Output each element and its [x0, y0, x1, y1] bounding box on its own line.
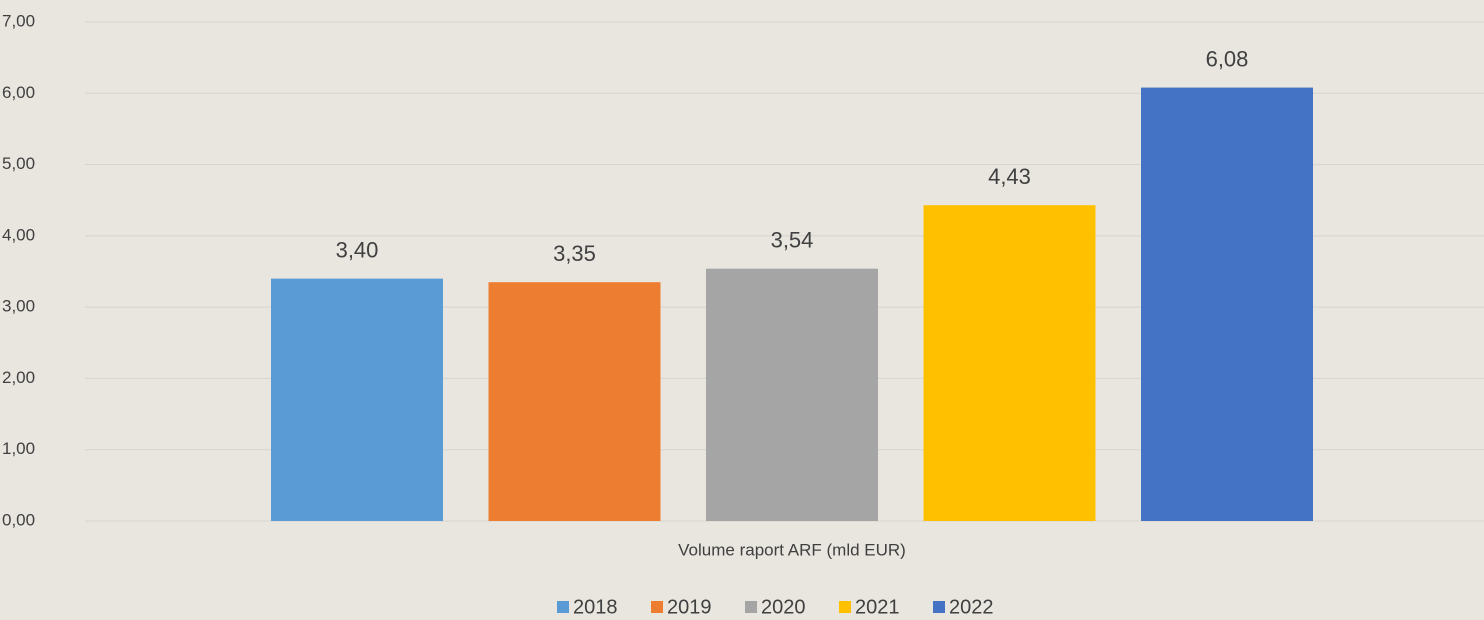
legend-label: 2020: [761, 596, 806, 618]
y-tick-label: 3,00: [2, 297, 35, 316]
legend-swatch: [933, 601, 945, 613]
data-label: 4,43: [988, 164, 1031, 189]
legend-label: 2019: [667, 596, 712, 618]
data-label: 6,08: [1206, 46, 1249, 71]
data-label: 3,54: [771, 227, 814, 252]
bar: [271, 278, 443, 521]
data-label: 3,40: [336, 237, 379, 262]
legend-swatch: [557, 601, 569, 613]
legend-label: 2021: [855, 596, 900, 618]
y-tick-label: 6,00: [2, 83, 35, 102]
y-tick-label: 7,00: [2, 11, 35, 30]
y-tick-label: 5,00: [2, 154, 35, 173]
bar: [488, 282, 661, 521]
legend-swatch: [651, 601, 663, 613]
bar: [706, 268, 878, 521]
bar: [923, 205, 1096, 521]
y-tick-label: 1,00: [2, 439, 35, 458]
bar: [1141, 87, 1313, 521]
y-tick-label: 2,00: [2, 368, 35, 387]
y-tick-label: 0,00: [2, 510, 35, 529]
data-label: 3,35: [553, 241, 596, 266]
legend-swatch: [839, 601, 851, 613]
legend-label: 2018: [573, 596, 618, 618]
y-tick-label: 4,00: [2, 225, 35, 244]
x-tick-label: Volume raport ARF (mld EUR): [678, 540, 906, 559]
legend-swatch: [745, 601, 757, 613]
legend-label: 2022: [949, 596, 994, 618]
